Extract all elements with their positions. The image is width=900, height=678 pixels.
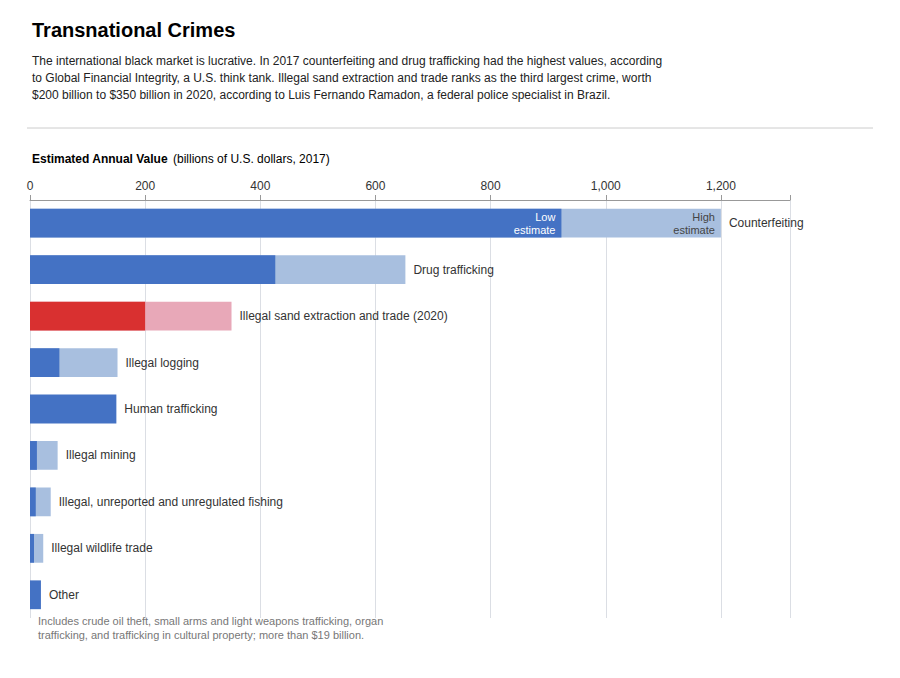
svg-text:Illegal wildlife trade: Illegal wildlife trade: [51, 541, 153, 555]
svg-text:Estimated Annual Value: Estimated Annual Value: [32, 152, 168, 166]
svg-text:0: 0: [27, 179, 34, 193]
svg-text:400: 400: [250, 179, 270, 193]
svg-text:High: High: [692, 211, 715, 223]
svg-text:1,000: 1,000: [591, 179, 621, 193]
svg-text:Illegal logging: Illegal logging: [126, 356, 199, 370]
svg-text:1,200: 1,200: [706, 179, 736, 193]
svg-text:Includes crude oil theft, smal: Includes crude oil theft, small arms and…: [38, 615, 383, 627]
svg-text:Transnational Crimes: Transnational Crimes: [32, 19, 235, 41]
svg-text:200: 200: [135, 179, 155, 193]
svg-text:$200 billion to $350 billion i: $200 billion to $350 billion in 2020, ac…: [32, 88, 610, 102]
svg-text:Illegal mining: Illegal mining: [66, 448, 136, 462]
svg-text:Illegal sand extraction and tr: Illegal sand extraction and trade (2020): [240, 309, 448, 323]
svg-text:to Global Financial Integrity,: to Global Financial Integrity, a U.S. th…: [32, 71, 651, 85]
svg-text:800: 800: [481, 179, 501, 193]
svg-text:(billions of U.S. dollars, 201: (billions of U.S. dollars, 2017): [173, 152, 330, 166]
svg-text:The international black market: The international black market is lucrat…: [32, 54, 662, 68]
svg-text:estimate: estimate: [514, 224, 556, 236]
svg-text:estimate: estimate: [673, 224, 715, 236]
svg-text:trafficking, and trafficking i: trafficking, and trafficking in cultural…: [38, 629, 364, 641]
svg-text:Human trafficking: Human trafficking: [124, 402, 217, 416]
svg-text:600: 600: [365, 179, 385, 193]
svg-text:Drug trafficking: Drug trafficking: [413, 263, 493, 277]
svg-text:Other: Other: [49, 588, 79, 602]
svg-text:Low: Low: [535, 211, 555, 223]
svg-text:Illegal, unreported and unregu: Illegal, unreported and unregulated fish…: [59, 495, 283, 509]
svg-text:Counterfeiting: Counterfeiting: [729, 216, 804, 230]
